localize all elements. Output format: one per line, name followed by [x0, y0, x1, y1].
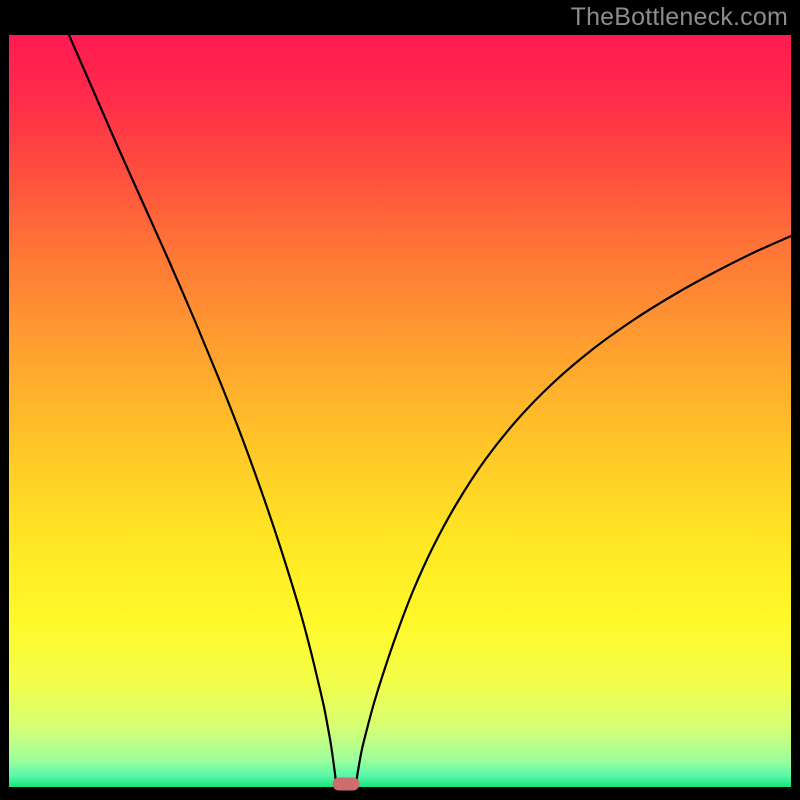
valley-marker	[333, 778, 360, 791]
frame-left	[0, 0, 9, 800]
curve-left-branch	[69, 35, 336, 784]
bottleneck-chart: TheBottleneck.com	[0, 0, 800, 800]
watermark-text: TheBottleneck.com	[571, 3, 788, 32]
curve-right-branch	[356, 236, 791, 784]
bottleneck-curve	[9, 35, 791, 787]
frame-right	[791, 0, 800, 800]
frame-bottom	[0, 787, 800, 800]
